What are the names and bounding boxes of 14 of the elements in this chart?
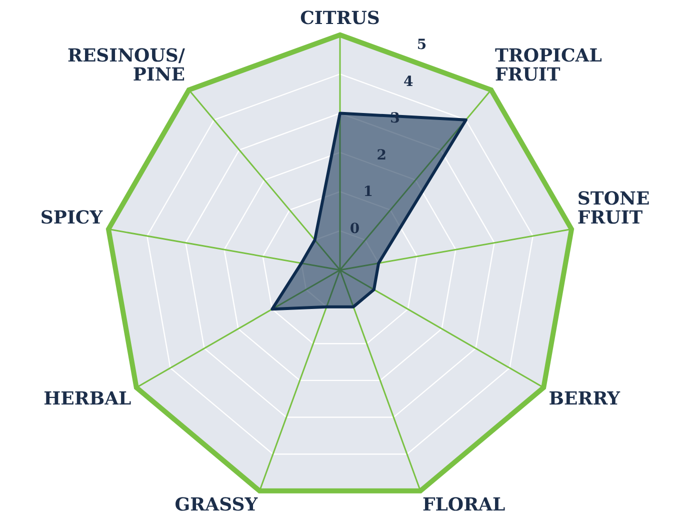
spoke-label: BERRY bbox=[548, 388, 622, 410]
spoke-label: SPICY bbox=[40, 207, 104, 228]
spoke-label: TROPICAL FRUIT bbox=[494, 46, 602, 86]
y-tick-label: 4 bbox=[404, 74, 414, 90]
spoke-label: CITRUS bbox=[300, 8, 380, 30]
spoke-label: RESINOUS/ PINE bbox=[68, 46, 186, 86]
y-tick-label: 2 bbox=[376, 147, 386, 164]
y-tick-label: 1 bbox=[363, 184, 374, 200]
spoke-label: HERBAL bbox=[44, 388, 132, 410]
spoke-label: FLORAL bbox=[422, 494, 506, 516]
y-tick-label: 0 bbox=[350, 221, 360, 238]
spoke-label: GRASSY bbox=[174, 494, 259, 516]
y-tick-label: 5 bbox=[416, 36, 427, 53]
spoke-label: STONE FRUIT bbox=[577, 188, 650, 228]
